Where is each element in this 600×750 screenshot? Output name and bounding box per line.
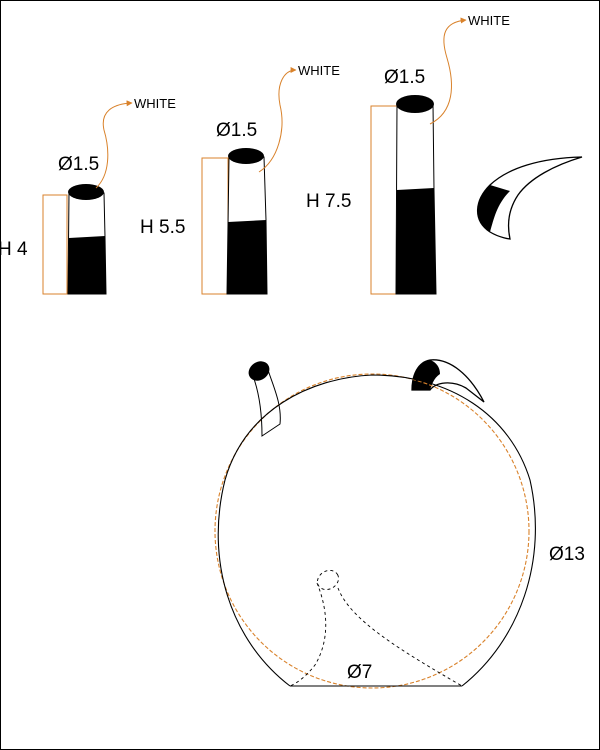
height-bracket-small [42,194,68,295]
sphere-guide-circle [214,373,530,689]
white-label-small: WHITE [134,96,176,111]
cylinder-medium: WHITE Ø1.5 H 5.5 [140,63,340,295]
height-label-medium: H 5.5 [140,217,185,238]
diameter-label-large: Ø1.5 [384,67,425,88]
inner-tube-top [317,570,339,590]
white-leader-medium [258,67,297,173]
diameter-label-small: Ø1.5 [58,154,99,175]
white-leader-large [429,17,467,125]
base-diameter-label: Ø7 [347,662,372,683]
cylinder-small-black-band [68,236,106,294]
sphere-diameter-label: Ø13 [549,544,585,565]
height-label-small: H 4 [0,239,28,260]
height-label-large: H 7.5 [306,191,351,212]
sphere-stub-top [248,361,270,381]
white-leader-small [95,100,133,189]
inner-tube-left [289,582,327,687]
cylinder-medium-top [228,148,264,164]
cylinder-large-top [396,95,434,113]
inner-tube-right [337,587,463,687]
sphere-assembly: Ø7 Ø13 [214,359,585,689]
horn-outline [476,156,583,240]
cylinder-medium-black-band [227,220,267,294]
cylinder-small-top [68,184,104,200]
sphere-outline [217,374,536,687]
height-bracket-large [370,105,399,295]
height-bracket-medium [201,157,229,295]
horn-black-tip [477,185,510,232]
horn-detail [476,156,583,240]
cylinder-small: WHITE Ø1.5 H 4 [0,96,176,295]
white-label-large: WHITE [468,13,510,28]
diameter-label-medium: Ø1.5 [216,120,257,141]
sphere-horn-black-tip [412,360,440,390]
cylinder-large-black-band [396,188,436,294]
cylinder-large: WHITE Ø1.5 H 7.5 [306,13,510,295]
sphere-stub-cylinder [252,369,281,437]
white-label-medium: WHITE [298,63,340,78]
